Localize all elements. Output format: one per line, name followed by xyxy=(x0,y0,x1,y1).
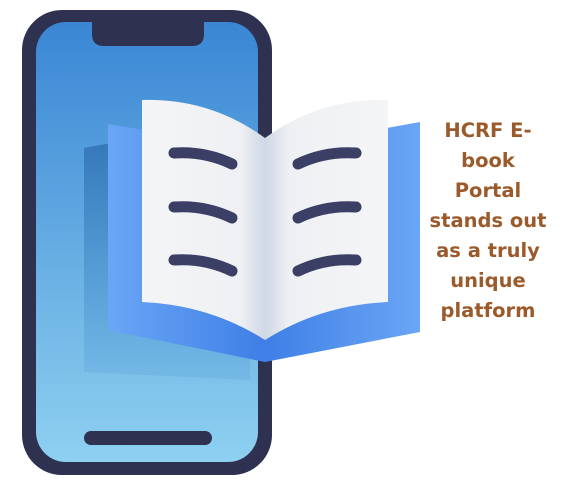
open-book-icon xyxy=(108,99,420,362)
tagline: HCRF E- book Portal stands out as a trul… xyxy=(429,119,547,322)
